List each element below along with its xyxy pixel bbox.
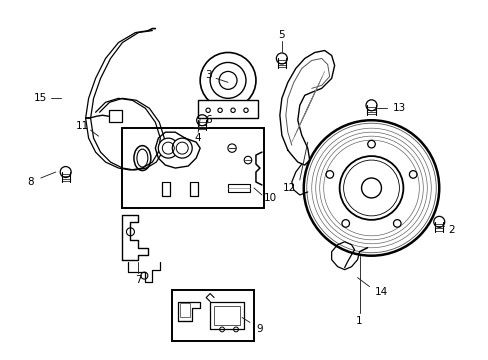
- Circle shape: [393, 220, 400, 227]
- Circle shape: [172, 138, 192, 158]
- Text: 3: 3: [204, 71, 211, 80]
- Bar: [214, 306, 240, 325]
- Bar: [172, 289, 253, 341]
- Text: 6: 6: [204, 115, 211, 125]
- Text: 11: 11: [76, 121, 89, 131]
- Bar: [180, 302, 190, 318]
- Text: 5: 5: [278, 30, 285, 40]
- Circle shape: [158, 138, 178, 158]
- Bar: [122, 128, 264, 208]
- Text: 4: 4: [195, 133, 201, 143]
- Text: 7: 7: [135, 275, 142, 285]
- Bar: [227, 184, 249, 192]
- Text: 2: 2: [447, 225, 453, 235]
- Text: 15: 15: [34, 93, 47, 103]
- Text: 1: 1: [356, 316, 362, 327]
- Text: 12: 12: [283, 183, 296, 193]
- Bar: [108, 110, 122, 122]
- Bar: [198, 100, 258, 118]
- Circle shape: [408, 171, 416, 178]
- Circle shape: [341, 220, 349, 227]
- Circle shape: [325, 171, 333, 178]
- Text: 13: 13: [392, 103, 405, 113]
- Text: 14: 14: [374, 287, 387, 297]
- Text: 9: 9: [256, 324, 263, 334]
- Circle shape: [367, 140, 374, 148]
- Text: 10: 10: [263, 193, 276, 203]
- Text: 8: 8: [27, 177, 34, 187]
